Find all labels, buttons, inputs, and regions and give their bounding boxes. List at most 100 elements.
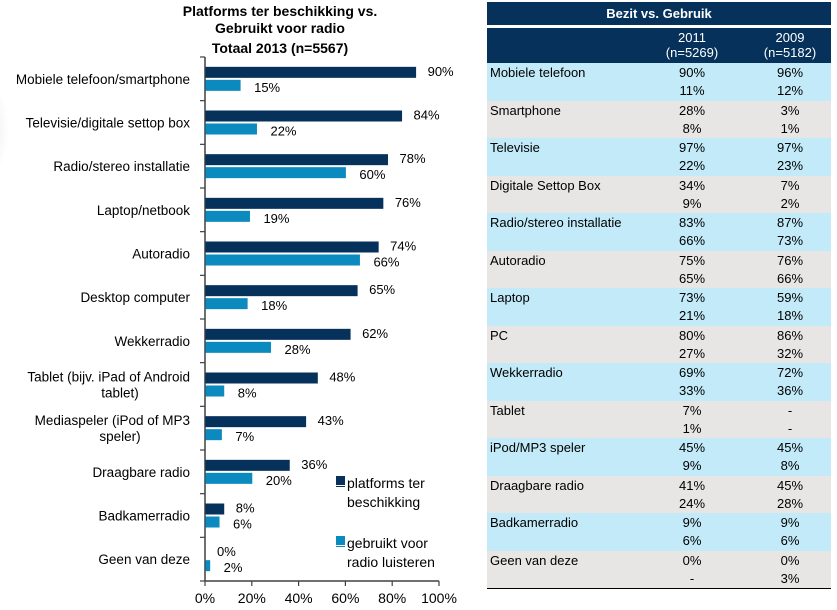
bezit-2009: 3% xyxy=(780,102,800,118)
row-label: PC xyxy=(490,327,509,343)
legend-swatch xyxy=(336,536,345,545)
bar-gebruikt xyxy=(205,254,360,266)
bar-gebruikt xyxy=(205,429,222,441)
bar-gebruikt xyxy=(205,385,225,397)
x-tick-label: 0% xyxy=(195,590,215,606)
row-label: Mobiele telefoon xyxy=(490,65,586,80)
data-label: 74% xyxy=(390,239,416,254)
x-tick-label: 20% xyxy=(238,590,266,606)
table-row: Radio/stereo installatie 83% 87% 66% 73% xyxy=(487,213,831,251)
category-label: Tablet (bijv. iPad of Android xyxy=(27,370,190,385)
table-title: Bezit vs. Gebruik xyxy=(487,2,831,25)
gebruik-2009: 73% xyxy=(776,233,804,248)
data-label: 62% xyxy=(362,326,388,341)
bezit-gebruik-table: Bezit vs. Gebruik 2011 (n=5269) 2009 (n=… xyxy=(487,2,831,589)
chart-title: Platforms ter beschikking vs. Gebruikt v… xyxy=(120,3,440,37)
bar-platforms xyxy=(205,372,318,384)
table-row: Geen van deze 0% 0% - 3% xyxy=(487,550,831,588)
gebruik-2011: 9% xyxy=(682,458,702,473)
category-label: Wekkerradio xyxy=(114,334,190,349)
column-year: 2011 xyxy=(678,30,706,45)
category-label: Draagbare radio xyxy=(92,465,190,480)
gebruik-2011: 1% xyxy=(682,420,702,436)
data-label: 48% xyxy=(329,370,355,385)
legend-label: platforms ter xyxy=(347,475,425,491)
data-label: 78% xyxy=(400,151,426,166)
bezit-2009: 45% xyxy=(776,477,804,493)
gebruik-2011: 65% xyxy=(678,270,706,286)
legend-label: beschikking xyxy=(347,494,420,510)
data-label: 19% xyxy=(263,211,289,226)
row-label: Televisie xyxy=(490,140,540,155)
bar-platforms xyxy=(205,154,389,166)
data-label: 0% xyxy=(217,544,236,559)
bezit-2011: 83% xyxy=(678,215,706,230)
gebruik-2009: 32% xyxy=(776,345,804,361)
bar-gebruikt xyxy=(205,123,257,135)
table-row: Smartphone 28% 3% 8% 1% xyxy=(487,100,831,138)
x-tick-label: 80% xyxy=(378,590,406,606)
bezit-2011: 9% xyxy=(682,515,702,530)
table-header: 2011 (n=5269) 2009 (n=5182) xyxy=(487,28,831,63)
bezit-2009: - xyxy=(787,402,793,418)
gebruik-2009: 18% xyxy=(776,308,804,323)
bar-chart: 0% 20% 40% 60% 80% 100% Mobiele telefoon/smart… xyxy=(16,56,457,606)
data-label: 65% xyxy=(369,282,395,297)
table-body: Mobiele telefoon 90% 96% 11% 12% Smartphone 28… xyxy=(487,63,831,588)
gebruik-2011: 22% xyxy=(678,158,706,173)
data-label: 7% xyxy=(235,429,254,444)
row-label: Tablet xyxy=(490,402,525,418)
category-label: Mobiele telefoon/smartphone xyxy=(16,72,190,87)
gebruik-2009: 23% xyxy=(776,158,804,173)
category-label: speler) xyxy=(99,429,140,444)
x-tick-label: 100% xyxy=(421,590,457,606)
x-tick-label: 60% xyxy=(331,590,359,606)
row-label: Autoradio xyxy=(490,252,546,268)
chart-title-line-1: Platforms ter beschikking vs. xyxy=(182,3,378,19)
data-label: 15% xyxy=(254,80,280,95)
bezit-2011: 7% xyxy=(682,402,702,418)
bar-platforms xyxy=(205,328,351,340)
data-label: 8% xyxy=(238,386,257,401)
bar-gebruikt xyxy=(205,560,211,572)
bezit-2009: 76% xyxy=(776,252,804,268)
row-label: Laptop xyxy=(490,290,530,305)
bar-gebruikt xyxy=(205,341,272,353)
bezit-2009: 96% xyxy=(776,65,804,80)
bar-gebruikt xyxy=(205,167,346,179)
gebruik-2011: 6% xyxy=(682,533,702,548)
gebruik-2009: 28% xyxy=(776,495,804,511)
bar-platforms xyxy=(205,110,403,122)
bezit-2011: 97% xyxy=(678,140,706,155)
data-label: 20% xyxy=(266,473,292,488)
category-label: Mediaspeler (iPod of MP3 xyxy=(35,413,190,428)
data-label: 66% xyxy=(373,255,399,270)
bezit-2009: 87% xyxy=(776,215,804,230)
data-label: 36% xyxy=(301,457,327,472)
column-n: (n=5182) xyxy=(763,45,817,60)
table-row: Autoradio 75% 76% 65% 66% xyxy=(487,250,831,288)
table-row: iPod/MP3 speler 45% 45% 9% 8% xyxy=(487,438,831,476)
data-label: 18% xyxy=(261,298,287,313)
bezit-2011: 28% xyxy=(678,102,706,118)
category-label: Desktop computer xyxy=(80,290,190,305)
gebruik-2009: 36% xyxy=(776,383,804,398)
gebruik-2009: 6% xyxy=(780,533,800,548)
bezit-2009: 45% xyxy=(776,440,804,455)
bezit-2011: 41% xyxy=(678,477,706,493)
data-label: 2% xyxy=(224,560,243,575)
row-label: iPod/MP3 speler xyxy=(490,440,586,455)
gebruik-2011: 27% xyxy=(678,345,706,361)
gebruik-2011: 66% xyxy=(678,233,706,248)
bezit-2009: 9% xyxy=(780,515,800,530)
bar-gebruikt xyxy=(205,472,253,484)
bar-platforms xyxy=(205,197,384,209)
bar-platforms xyxy=(205,66,417,78)
gebruik-2011: 21% xyxy=(678,308,706,323)
table-row: Tablet 7% - 1% - xyxy=(487,400,831,438)
bar-platforms xyxy=(205,416,307,428)
bar-platforms xyxy=(205,241,379,253)
bezit-2009: 86% xyxy=(776,327,804,343)
bar-platforms xyxy=(205,285,358,297)
gebruik-2009: 66% xyxy=(776,270,804,286)
